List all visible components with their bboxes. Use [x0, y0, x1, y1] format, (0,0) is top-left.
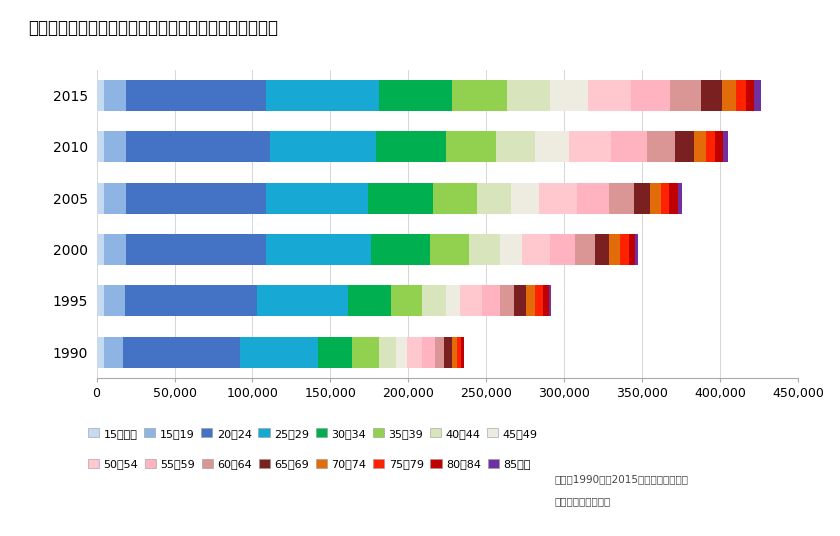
Bar [104, 131, 126, 162]
Bar [270, 131, 375, 162]
Bar [723, 131, 727, 162]
Bar [669, 183, 678, 213]
Bar [522, 234, 550, 265]
Bar [539, 183, 577, 213]
Bar [501, 234, 522, 265]
Bar [650, 183, 661, 213]
Bar [391, 285, 423, 316]
Bar [348, 285, 391, 316]
Bar [97, 131, 104, 162]
Bar [661, 183, 669, 213]
Bar [423, 337, 435, 368]
Bar [647, 131, 675, 162]
Bar [266, 183, 368, 213]
Bar [379, 337, 396, 368]
Bar [257, 285, 348, 316]
Bar [526, 285, 535, 316]
Bar [609, 234, 620, 265]
Bar [435, 337, 444, 368]
Bar [501, 285, 514, 316]
Bar [609, 183, 634, 213]
Bar [670, 80, 701, 111]
Bar [550, 80, 588, 111]
Text: 作成：株式会社タス: 作成：株式会社タス [554, 496, 611, 506]
Bar [124, 285, 257, 316]
Legend: 50〜54, 55〜59, 60〜64, 65〜69, 70〜74, 75〜79, 80〜84, 85以上: 50〜54, 55〜59, 60〜64, 65〜69, 70〜74, 75〜79… [88, 459, 531, 470]
Bar [675, 131, 694, 162]
Bar [104, 285, 124, 316]
Bar [407, 337, 423, 368]
Bar [459, 285, 481, 316]
Bar [126, 131, 270, 162]
Bar [569, 131, 611, 162]
Bar [452, 337, 458, 368]
Bar [104, 337, 123, 368]
Bar [701, 80, 722, 111]
Bar [446, 131, 496, 162]
Bar [461, 337, 464, 368]
Bar [620, 234, 629, 265]
Bar [534, 131, 569, 162]
Bar [97, 337, 104, 368]
Bar [97, 285, 104, 316]
Bar [722, 80, 736, 111]
Bar [352, 337, 379, 368]
Bar [375, 131, 446, 162]
Bar [611, 131, 647, 162]
Bar [481, 285, 501, 316]
Bar [97, 80, 104, 111]
Bar [444, 337, 452, 368]
Bar [266, 234, 371, 265]
Bar [123, 337, 240, 368]
Bar [379, 80, 452, 111]
Bar [318, 337, 352, 368]
Bar [97, 183, 104, 213]
Bar [496, 131, 534, 162]
Bar [433, 183, 477, 213]
Bar [266, 80, 379, 111]
Bar [458, 337, 461, 368]
Bar [514, 285, 526, 316]
Bar [126, 183, 266, 213]
Bar [368, 183, 433, 213]
Bar [588, 80, 631, 111]
Bar [430, 234, 469, 265]
Bar [549, 285, 551, 316]
Bar [629, 234, 635, 265]
Bar [577, 183, 609, 213]
Bar [736, 80, 746, 111]
Bar [635, 234, 638, 265]
Bar [423, 285, 446, 316]
Bar [104, 234, 126, 265]
Bar [446, 285, 459, 316]
Bar [706, 131, 716, 162]
Text: 出所：1990年〜2015年総務省国勢調査: 出所：1990年〜2015年総務省国勢調査 [554, 474, 689, 485]
Bar [694, 131, 706, 162]
Bar [477, 183, 512, 213]
Bar [631, 80, 670, 111]
Bar [550, 234, 575, 265]
Bar [396, 337, 407, 368]
Bar [716, 131, 723, 162]
Bar [678, 183, 682, 213]
Bar [535, 285, 543, 316]
Bar [371, 234, 430, 265]
Bar [746, 80, 754, 111]
Bar [634, 183, 650, 213]
Bar [507, 80, 550, 111]
Bar [469, 234, 501, 265]
Bar [104, 80, 126, 111]
Bar [97, 234, 104, 265]
Bar [240, 337, 318, 368]
Bar [596, 234, 609, 265]
Bar [126, 80, 266, 111]
Bar [754, 80, 760, 111]
Text: 図　民営借家単独世帯の年齢別世帯数推移（東京市部）: 図 民営借家単独世帯の年齢別世帯数推移（東京市部） [28, 19, 278, 37]
Bar [575, 234, 596, 265]
Bar [543, 285, 549, 316]
Bar [512, 183, 539, 213]
Bar [104, 183, 126, 213]
Bar [452, 80, 507, 111]
Bar [126, 234, 266, 265]
